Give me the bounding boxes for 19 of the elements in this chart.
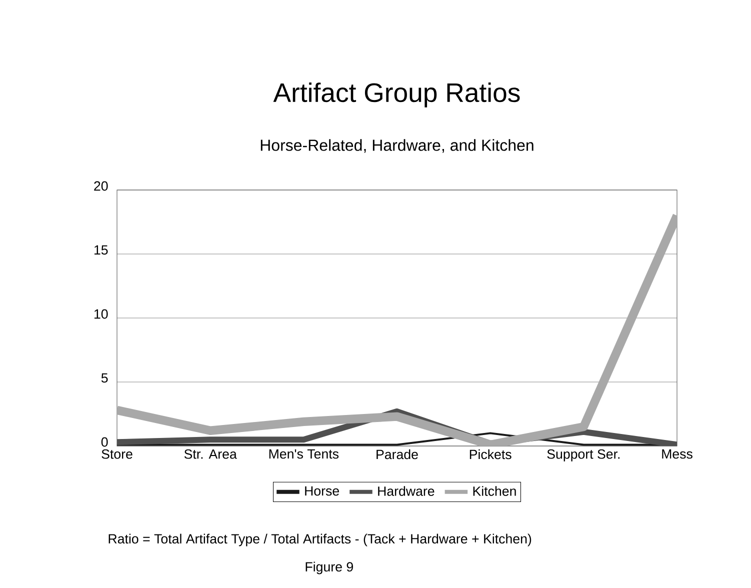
text: Ratio = Total Artifact Type / Total Artifacts - (Tack + Hardware + Kitchen) <box>108 534 532 546</box>
y-tick-label: 0 <box>101 437 108 447</box>
legend-label: Hardware <box>378 486 434 496</box>
y-tick-label: 20 <box>94 181 108 191</box>
x-tick-label: Store <box>102 449 132 459</box>
chart-title: Artifact Group Ratios <box>273 82 520 108</box>
caption: Figure 9 <box>306 562 353 574</box>
y-tick-label: 15 <box>94 245 108 255</box>
x-tick-label: Mess <box>662 449 692 459</box>
legend-label: Kitchen <box>473 486 516 496</box>
x-tick-label: Support Ser. <box>547 449 620 462</box>
y-tick-label: 5 <box>101 373 108 383</box>
chart-subtitle: Horse-Related, Hardware, and Kitchen <box>260 139 534 153</box>
legend-label: Horse <box>305 486 339 496</box>
y-tick-label: 10 <box>94 309 108 319</box>
x-tick-label: Str. Area <box>184 449 237 459</box>
x-tick-label: Pickets <box>470 449 512 460</box>
x-tick-label: Men's Tents <box>269 449 339 459</box>
x-tick-label: Parade <box>376 449 418 460</box>
